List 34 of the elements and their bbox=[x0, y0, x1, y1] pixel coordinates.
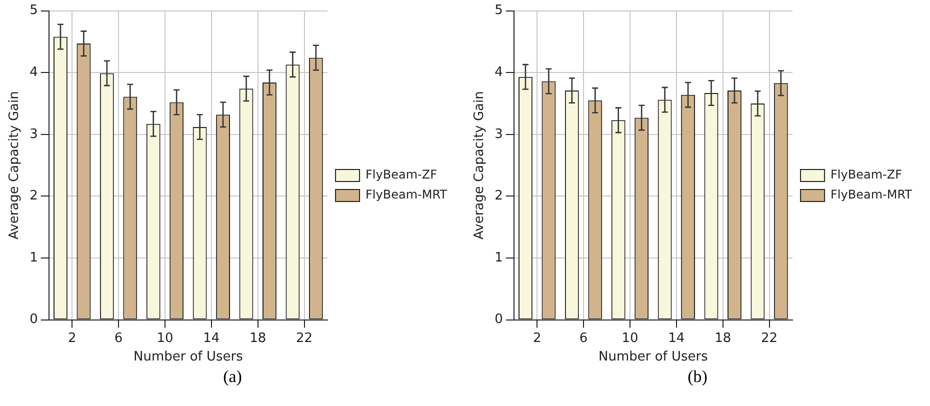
x-tick-label: 22 bbox=[296, 330, 312, 346]
y-tick-label: 5 bbox=[494, 3, 502, 18]
y-tick-label: 1 bbox=[494, 250, 502, 266]
text: (a) bbox=[223, 367, 242, 387]
legend-label: FlyBeam-MRT bbox=[365, 188, 448, 202]
y-tick-label: 3 bbox=[29, 126, 38, 142]
x-axis-title: Number of Users bbox=[598, 350, 708, 365]
text: (b) bbox=[688, 367, 708, 387]
x-tick-label: 18 bbox=[249, 330, 266, 346]
x-tick-label: 6 bbox=[114, 330, 122, 346]
y-axis-title: Average Capacity Gain bbox=[472, 91, 487, 240]
legend-label: FlyBeam-ZF bbox=[830, 168, 902, 182]
x-tick-label: 2 bbox=[67, 330, 76, 346]
x-tick-label: 18 bbox=[714, 330, 731, 346]
x-axis-title: Number of Users bbox=[132, 350, 243, 365]
y-axis-title: Average Capacity Gain bbox=[6, 91, 22, 240]
y-tick-label: 1 bbox=[29, 250, 38, 266]
x-tick-label: 14 bbox=[668, 330, 684, 346]
y-tick-label: 0 bbox=[494, 312, 502, 328]
x-tick-label: 6 bbox=[578, 330, 588, 346]
x-tick-label: 14 bbox=[202, 330, 220, 346]
x-tick-label: 2 bbox=[532, 330, 541, 346]
y-tick-label: 4 bbox=[494, 64, 502, 80]
x-tick-label: 10 bbox=[621, 330, 638, 346]
y-tick-label: 3 bbox=[494, 126, 502, 142]
y-tick-label: 2 bbox=[494, 188, 502, 204]
y-tick-label: 0 bbox=[29, 312, 38, 328]
legend-label: FlyBeam-MRT bbox=[830, 188, 912, 202]
y-tick-label: 5 bbox=[29, 3, 38, 18]
y-tick-label: 4 bbox=[29, 64, 38, 80]
x-tick-label: 22 bbox=[760, 330, 778, 346]
legend-label: FlyBeam-ZF bbox=[365, 168, 437, 182]
x-tick-label: 10 bbox=[156, 330, 173, 346]
y-tick-label: 2 bbox=[29, 188, 38, 204]
